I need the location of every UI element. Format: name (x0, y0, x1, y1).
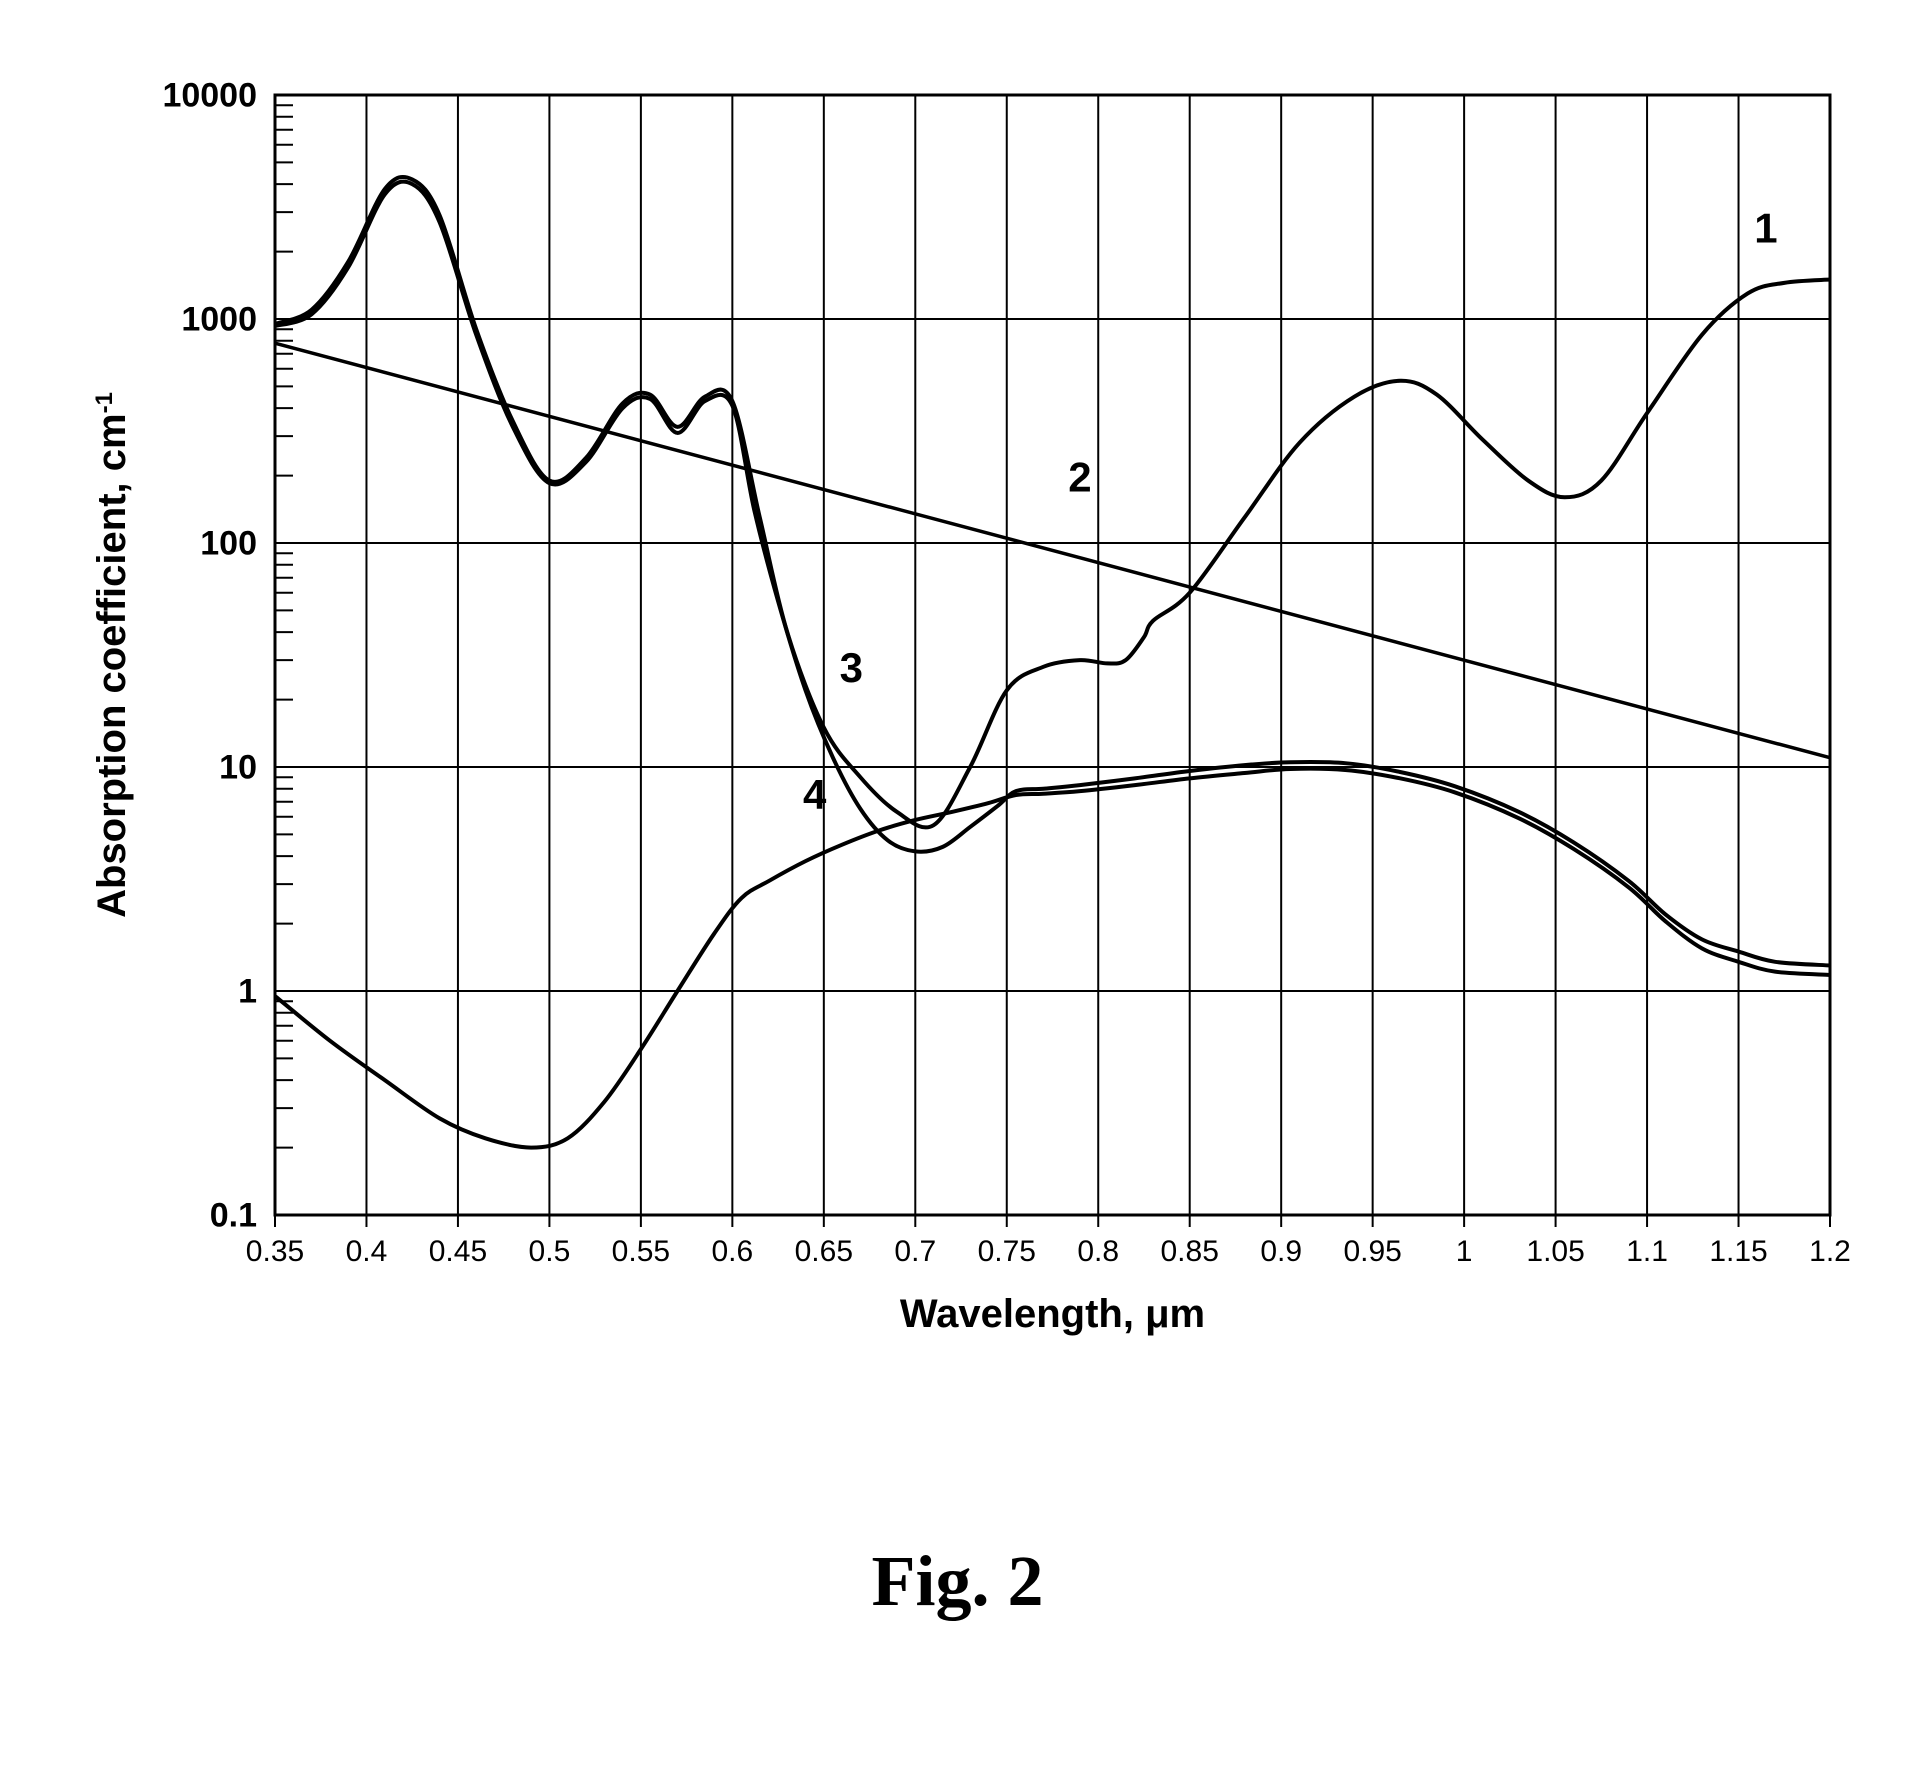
svg-text:0.55: 0.55 (612, 1235, 670, 1268)
svg-text:1000: 1000 (181, 301, 257, 339)
figure-page: 0.1 1 10 100 1000 10000 0.35 0.4 0.45 0.5 0.55 0.6 0… (0, 0, 1915, 1772)
svg-text:2: 2 (1068, 453, 1091, 500)
svg-text:0.7: 0.7 (894, 1235, 936, 1268)
svg-text:Wavelength, μm: Wavelength, μm (900, 1292, 1205, 1336)
svg-text:0.45: 0.45 (429, 1235, 487, 1268)
svg-text:0.4: 0.4 (346, 1235, 388, 1268)
svg-text:1.1: 1.1 (1626, 1235, 1668, 1268)
svg-text:10000: 10000 (162, 77, 257, 115)
svg-text:1: 1 (238, 973, 257, 1011)
svg-text:1.15: 1.15 (1709, 1235, 1767, 1268)
svg-text:1: 1 (1754, 204, 1777, 251)
svg-text:4: 4 (803, 771, 827, 818)
svg-text:0.9: 0.9 (1260, 1235, 1302, 1268)
svg-text:0.5: 0.5 (529, 1235, 571, 1268)
svg-text:1.05: 1.05 (1526, 1235, 1584, 1268)
svg-text:0.6: 0.6 (711, 1235, 753, 1268)
svg-text:10: 10 (219, 749, 257, 787)
svg-text:0.65: 0.65 (795, 1235, 853, 1268)
svg-text:3: 3 (840, 644, 863, 691)
svg-text:0.1: 0.1 (210, 1197, 257, 1235)
svg-text:100: 100 (200, 525, 257, 563)
svg-text:0.35: 0.35 (246, 1235, 304, 1268)
figure-caption: Fig. 2 (0, 1540, 1915, 1623)
svg-text:0.85: 0.85 (1161, 1235, 1219, 1268)
chart-container: 0.1 1 10 100 1000 10000 0.35 0.4 0.45 0.5 0.55 0.6 0… (60, 40, 1860, 1420)
svg-text:0.95: 0.95 (1343, 1235, 1401, 1268)
svg-text:0.75: 0.75 (978, 1235, 1036, 1268)
svg-text:0.8: 0.8 (1077, 1235, 1119, 1268)
svg-text:Absorption coefficient, cm-1: Absorption coefficient, cm-1 (90, 392, 134, 918)
svg-text:1.2: 1.2 (1809, 1235, 1851, 1268)
svg-text:1: 1 (1456, 1235, 1473, 1268)
absorption-chart: 0.1 1 10 100 1000 10000 0.35 0.4 0.45 0.5 0.55 0.6 0… (60, 40, 1860, 1420)
